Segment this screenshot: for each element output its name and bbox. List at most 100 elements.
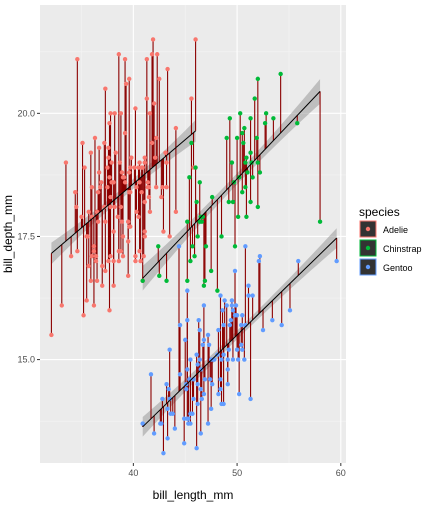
data-point xyxy=(177,372,183,377)
data-point xyxy=(254,135,259,141)
legend-label: Gentoo xyxy=(383,263,413,273)
data-point xyxy=(255,160,261,165)
data-point xyxy=(239,322,244,328)
data-point xyxy=(191,396,196,402)
data-point xyxy=(185,317,190,323)
data-point xyxy=(159,194,164,200)
data-point xyxy=(229,160,235,165)
data-point xyxy=(185,219,190,224)
data-point xyxy=(189,96,194,101)
regression-line xyxy=(142,91,321,279)
grid-major xyxy=(40,5,346,463)
data-point xyxy=(205,421,211,426)
data-point xyxy=(147,111,153,116)
data-point xyxy=(99,180,104,185)
data-point xyxy=(149,52,155,57)
legend-key-point xyxy=(365,226,371,232)
data-point xyxy=(184,386,189,392)
data-point xyxy=(157,273,162,279)
data-point xyxy=(248,199,253,205)
data-point xyxy=(94,209,100,215)
data-point xyxy=(134,185,139,190)
data-point xyxy=(103,219,108,224)
data-point xyxy=(137,180,142,185)
data-point xyxy=(221,401,226,407)
data-point xyxy=(155,52,160,57)
data-point xyxy=(257,170,263,175)
data-point xyxy=(96,145,102,151)
data-point xyxy=(80,140,85,146)
data-point xyxy=(185,288,190,293)
data-point xyxy=(141,253,146,259)
residual-segments xyxy=(50,39,338,454)
data-point xyxy=(49,332,54,338)
data-point xyxy=(201,303,207,308)
data-point xyxy=(134,209,139,215)
data-point xyxy=(190,411,195,416)
data-point xyxy=(106,155,111,160)
data-point xyxy=(91,249,97,254)
data-point xyxy=(140,165,145,170)
data-point xyxy=(89,185,95,190)
data-point xyxy=(144,96,150,101)
data-point xyxy=(100,263,105,269)
data-point xyxy=(176,244,182,249)
data-point xyxy=(122,56,128,62)
data-point xyxy=(193,165,198,170)
data-point xyxy=(334,258,339,264)
data-point xyxy=(59,303,64,308)
data-point xyxy=(243,185,248,190)
data-point xyxy=(222,298,227,303)
data-point xyxy=(220,308,225,313)
data-point xyxy=(148,372,154,377)
data-point xyxy=(125,219,131,224)
data-point xyxy=(196,317,201,323)
data-point xyxy=(185,367,190,372)
data-point xyxy=(246,293,251,298)
data-point xyxy=(122,130,128,136)
x-axis-title: bill_length_mm xyxy=(153,488,234,502)
data-point xyxy=(256,258,262,264)
data-point xyxy=(198,386,203,392)
data-point xyxy=(142,229,147,234)
x-tick-label: 50 xyxy=(232,468,242,478)
data-point xyxy=(260,327,266,333)
data-point xyxy=(185,278,190,283)
data-point xyxy=(127,76,132,82)
data-point xyxy=(165,66,170,72)
data-point xyxy=(122,180,128,185)
data-point xyxy=(133,258,138,264)
data-point xyxy=(233,303,239,308)
data-point xyxy=(107,175,112,180)
data-point xyxy=(96,170,102,175)
regression-lines xyxy=(51,91,338,428)
data-point xyxy=(255,76,261,82)
data-point xyxy=(216,327,221,333)
data-point xyxy=(165,436,170,441)
data-point xyxy=(121,175,127,180)
data-point xyxy=(156,244,161,249)
data-point xyxy=(100,283,105,288)
data-point xyxy=(157,76,162,82)
data-point xyxy=(151,101,157,106)
data-point xyxy=(118,204,124,210)
data-point xyxy=(107,120,112,126)
data-point xyxy=(271,116,276,121)
legend-key-point xyxy=(365,264,371,270)
data-point xyxy=(243,244,248,249)
data-point xyxy=(146,185,152,190)
data-point xyxy=(73,189,78,195)
legend-title: species xyxy=(359,205,400,219)
data-point xyxy=(227,116,233,121)
data-points xyxy=(49,37,339,456)
legend-label: Chinstrap xyxy=(383,244,422,254)
data-point xyxy=(106,145,111,151)
data-point xyxy=(108,253,113,259)
data-point xyxy=(116,52,122,57)
data-point xyxy=(209,382,215,387)
x-tick-label: 40 xyxy=(128,468,138,478)
data-point xyxy=(279,322,284,328)
data-point xyxy=(224,303,229,308)
data-point xyxy=(197,327,202,333)
data-point xyxy=(166,386,171,392)
